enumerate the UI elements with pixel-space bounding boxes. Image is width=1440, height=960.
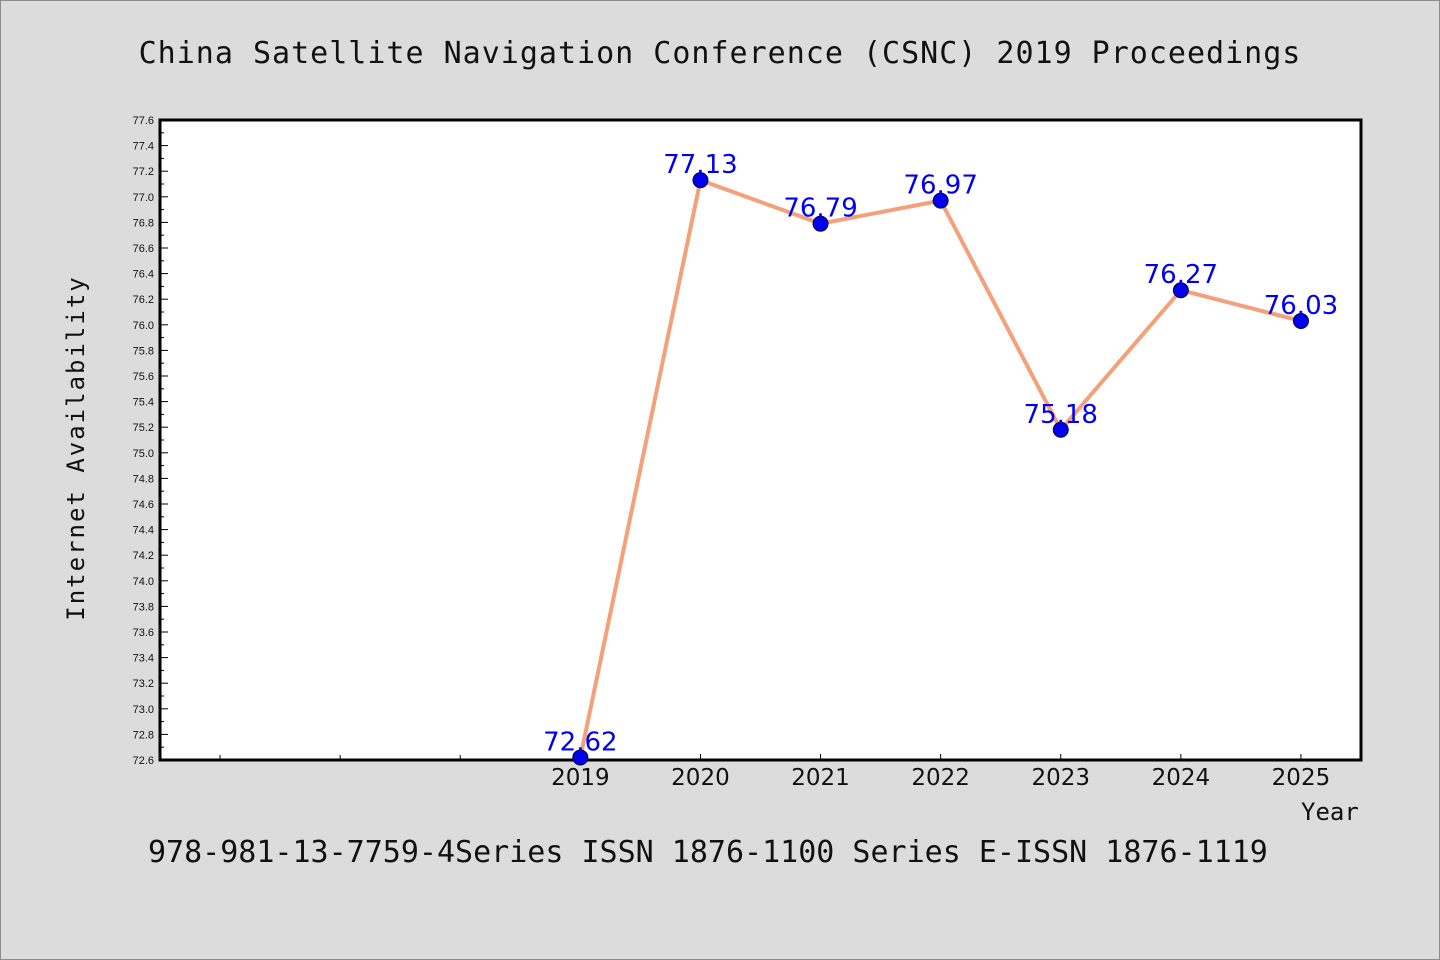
y-tick-label: 75.8	[133, 345, 154, 357]
y-tick-label: 72.6	[133, 755, 154, 767]
data-label: 76.27	[1144, 260, 1218, 290]
y-tick-label: 77.2	[133, 166, 154, 178]
y-tick-label: 76.6	[133, 243, 154, 255]
data-label: 76.97	[903, 171, 977, 201]
y-tick-label: 75.4	[133, 397, 154, 409]
y-tick-label: 73.6	[133, 627, 154, 639]
y-tick-label: 73.0	[133, 704, 154, 716]
y-tick-label: 75.6	[133, 371, 154, 383]
data-point	[932, 192, 949, 209]
x-tick-label: 2025	[1272, 765, 1331, 791]
x-tick-label: 2022	[911, 765, 970, 791]
x-axis-ticks: 2019 2020 2021 2022 2023 2024 2025	[219, 754, 1331, 791]
chart-title: China Satellite Navigation Conference (C…	[138, 36, 1302, 71]
y-tick-label: 76.8	[133, 217, 154, 229]
y-tick-label: 74.8	[133, 473, 154, 485]
data-point	[1052, 421, 1069, 438]
footer-text: 978-981-13-7759-4Series ISSN 1876-1100 S…	[148, 835, 1268, 870]
x-tick-label: 2021	[791, 765, 850, 791]
y-tick-label: 74.0	[133, 576, 154, 588]
y-tick-label: 75.0	[133, 448, 154, 460]
y-tick-label: 74.4	[133, 525, 154, 537]
x-tick-label: 2020	[671, 765, 730, 791]
y-tick-label: 75.2	[133, 422, 154, 434]
y-tick-label: 73.4	[133, 653, 154, 665]
data-point	[692, 172, 709, 189]
plot-area	[158, 118, 1363, 762]
y-axis-ticks: 72.6 72.8 73.0 73.2 73.4 73.6 73.8 74.0 74.2 74.4…	[133, 115, 168, 767]
data-labels-group: 72.62 77.13 76.79 76.97 75.18 76.27 76.03	[543, 150, 1338, 757]
data-label: 76.03	[1264, 291, 1338, 321]
data-point	[1172, 282, 1189, 299]
x-tick-label: 2024	[1152, 765, 1211, 791]
data-label: 72.62	[543, 727, 617, 757]
y-tick-label: 77.4	[133, 141, 154, 153]
y-tick-label: 76.2	[133, 294, 154, 306]
x-tick-label: 2019	[551, 765, 610, 791]
y-tick-label: 74.6	[133, 499, 154, 511]
data-point	[1292, 312, 1309, 329]
y-tick-label: 73.2	[133, 678, 154, 690]
y-tick-label: 72.8	[133, 729, 154, 741]
y-tick-label: 73.8	[133, 601, 154, 613]
y-tick-label: 77.0	[133, 192, 154, 204]
data-label: 77.13	[663, 150, 737, 180]
y-tick-label: 76.4	[133, 269, 154, 281]
y-tick-label: 76.0	[133, 320, 154, 332]
x-axis-label: Year	[1301, 798, 1359, 826]
y-tick-label: 77.6	[133, 115, 154, 127]
data-label: 76.79	[783, 194, 857, 224]
data-point	[812, 215, 829, 232]
data-points-group	[572, 172, 1309, 766]
data-label: 75.18	[1024, 400, 1098, 430]
data-point	[572, 749, 589, 766]
y-tick-label: 74.2	[133, 550, 154, 562]
x-tick-label: 2023	[1031, 765, 1090, 791]
